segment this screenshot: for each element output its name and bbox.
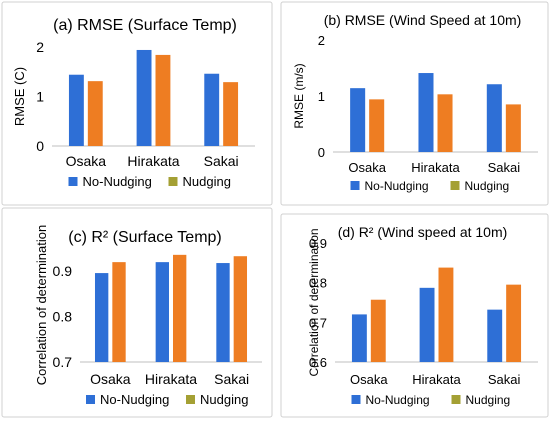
bar-nudging-sakai [233, 256, 248, 362]
bar-no-nudging-osaka [68, 74, 84, 146]
y-tick-label: 0.7 [53, 354, 73, 370]
y-tick-label: 0 [36, 138, 44, 154]
y-tick-label: 0.9 [309, 236, 327, 251]
y-tick-label: 0.6 [309, 355, 327, 370]
panel-border [1, 1, 273, 206]
bar-no-nudging-hirakata [155, 262, 169, 362]
legend-label-no-nudging: No-Nudging [100, 392, 169, 407]
chart-panel-1: (a) RMSE (Surface Temp) RMSE (C) 0 1 2 Osaka H… [1, 1, 273, 206]
chart-title: (a) RMSE (Surface Temp) [53, 17, 237, 34]
bar-no-nudging-sakai [216, 263, 230, 362]
x-tick-label: Sakai [488, 372, 521, 387]
legend-label-no-nudging: No-Nudging [366, 393, 430, 407]
bar-no-nudging-hirakata [419, 287, 435, 362]
bar-nudging-sakai [506, 284, 522, 362]
bar-nudging-osaka [112, 262, 126, 362]
chart-title: (b) RMSE (Wind Speed at 10m) [324, 12, 522, 28]
x-tick-label: Sakai [488, 160, 521, 175]
x-tick-label: Hirakata [145, 371, 197, 387]
x-tick-label: Osaka [348, 160, 386, 175]
bar-no-nudging-sakai [204, 73, 220, 146]
bar-nudging-sakai [505, 104, 521, 152]
y-tick-label: 0.8 [309, 276, 327, 291]
legend-swatch-nudging [168, 177, 178, 186]
y-tick-label: 0.9 [53, 263, 73, 279]
bar-no-nudging-osaka [94, 273, 109, 362]
legend-label-nudging: Nudging [466, 393, 511, 407]
y-axis-label: Correlation of determination [34, 225, 49, 385]
legend-label-nudging: Nudging [465, 179, 510, 193]
bar-no-nudging-hirakata [136, 49, 152, 146]
legend-label-nudging: Nudging [183, 174, 231, 189]
bar-nudging-hirakata [173, 254, 187, 362]
legend-label-nudging: Nudging [200, 392, 248, 407]
legend-swatch-nudging [450, 181, 460, 190]
bar-no-nudging-osaka [350, 88, 366, 152]
panel-border [280, 213, 549, 418]
legend-swatch-no-nudging [350, 181, 360, 190]
y-tick-label: 0.7 [309, 315, 327, 330]
bar-nudging-osaka [87, 81, 103, 146]
x-tick-label: Osaka [350, 372, 388, 387]
legend-swatch-no-nudging [68, 177, 78, 186]
x-tick-label: Sakai [204, 153, 239, 169]
legend-label-no-nudging: No-Nudging [83, 174, 152, 189]
x-tick-label: Osaka [90, 371, 131, 387]
bar-no-nudging-sakai [487, 309, 503, 362]
bar-no-nudging-sakai [486, 84, 502, 152]
y-tick-label: 0 [318, 145, 325, 160]
y-axis-label: RMSE (C) [12, 67, 27, 126]
bar-nudging-sakai [223, 82, 239, 146]
bar-no-nudging-osaka [351, 314, 367, 362]
bar-no-nudging-hirakata [418, 73, 434, 152]
legend-swatch-no-nudging [351, 395, 361, 404]
y-axis-label: Correlation of determination [307, 228, 321, 376]
x-tick-label: Osaka [66, 153, 107, 169]
bar-nudging-hirakata [438, 267, 454, 362]
y-tick-label: 1 [318, 89, 325, 104]
y-tick-label: 2 [36, 39, 44, 55]
y-tick-label: 1 [36, 89, 44, 105]
bar-nudging-osaka [369, 99, 385, 152]
bar-nudging-hirakata [437, 94, 453, 152]
x-tick-label: Hirakata [412, 372, 461, 387]
panel-border [280, 1, 549, 206]
y-tick-label: 0.8 [53, 308, 73, 324]
legend-swatch-no-nudging [86, 395, 95, 404]
panel-border [1, 207, 273, 418]
x-tick-label: Hirakata [127, 153, 179, 169]
chart-panel-4: (d) R² (Wind speed at 10m) Correlation of… [280, 213, 549, 418]
chart-title: (c) R² (Surface Temp) [68, 229, 222, 246]
x-tick-label: Hirakata [411, 160, 460, 175]
chart-panel-2: (b) RMSE (Wind Speed at 10m) RMSE (m/s) 0 1… [280, 1, 549, 206]
y-axis-label: RMSE (m/s) [292, 63, 306, 128]
chart-title: (d) R² (Wind speed at 10m) [338, 224, 508, 240]
bar-nudging-osaka [370, 299, 386, 362]
x-tick-label: Sakai [214, 371, 249, 387]
legend-label-no-nudging: No-Nudging [365, 179, 429, 193]
legend-swatch-nudging [451, 395, 461, 404]
legend-swatch-nudging [186, 395, 195, 404]
chart-panel-3: (c) R² (Surface Temp) Correlation of dete… [1, 207, 273, 418]
bar-nudging-hirakata [155, 54, 171, 146]
y-tick-label: 2 [318, 33, 325, 48]
